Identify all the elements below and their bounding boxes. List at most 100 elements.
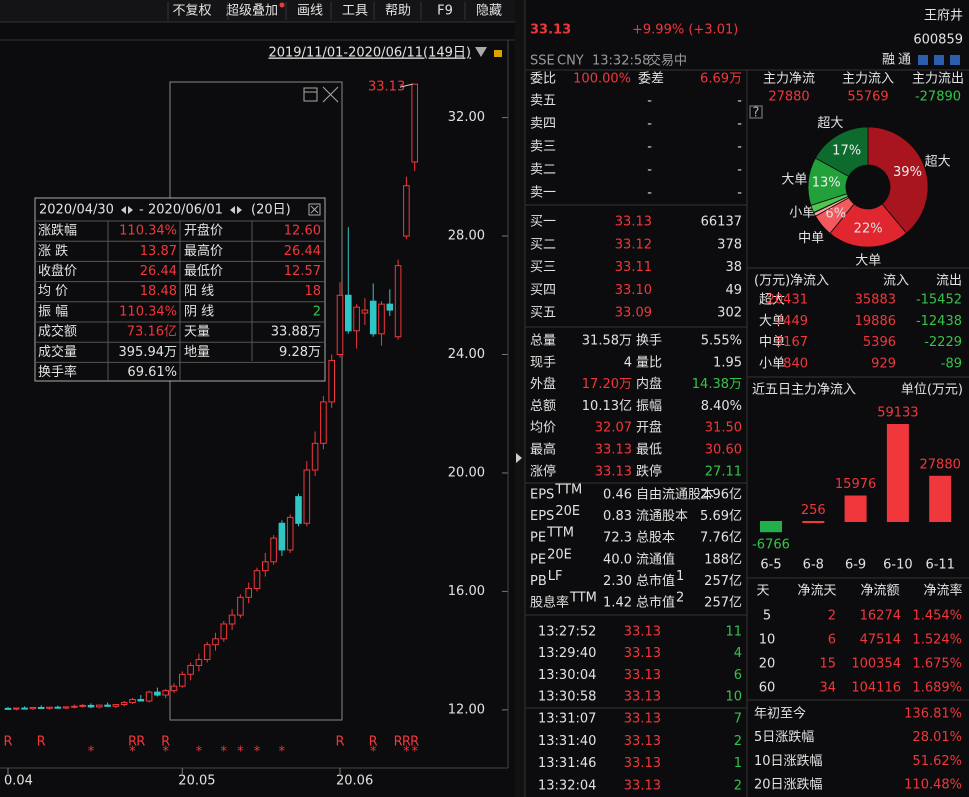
event-marker: R: [369, 735, 378, 750]
table-label: 5: [763, 609, 771, 624]
date-range[interactable]: 2019/11/01-2020/06/11(149日): [268, 46, 471, 61]
slice-category: 超大: [817, 116, 843, 131]
bar: [844, 495, 867, 522]
table-value: 840: [783, 356, 808, 371]
toolbar-button[interactable]: 隐藏: [476, 4, 502, 19]
table-value: 7449: [775, 314, 808, 329]
ask-price: -: [647, 140, 652, 155]
stat-value: 32.07: [595, 421, 632, 436]
bar: [760, 520, 782, 533]
metric-superscript: 1: [676, 569, 684, 584]
candle-body: [311, 442, 319, 471]
candle-body: [278, 522, 286, 551]
splitter[interactable]: [515, 0, 525, 797]
stock-name: 王府井: [924, 9, 963, 24]
event-marker: *: [237, 745, 244, 760]
popup-date: 2020/04/30: [39, 203, 114, 218]
y-tick-label: 20.00: [448, 465, 485, 480]
flow-value: -27890: [915, 90, 961, 105]
table-value: 100354: [851, 657, 901, 672]
stat-label: 量比: [636, 355, 662, 370]
stat-value: 33.13: [595, 464, 632, 479]
metric-value: 2.30: [603, 574, 632, 589]
ask-volume: -: [737, 140, 742, 155]
candle-body: [120, 701, 128, 706]
table-value: 35883: [855, 293, 896, 308]
event-marker: *: [88, 745, 95, 760]
candle-body: [245, 587, 252, 598]
trade-volume: 7: [734, 712, 742, 727]
stat-value: 30.60: [705, 443, 742, 458]
metric-value: 40.0: [603, 552, 632, 567]
separators: [525, 69, 969, 709]
flow-value: 55769: [847, 90, 888, 105]
toolbar-button[interactable]: 不复权: [172, 3, 211, 19]
x-tick-label: 0.04: [4, 774, 33, 789]
candle-body: [270, 537, 277, 563]
value: 6.69万: [700, 72, 742, 87]
trade-time: 13:31:46: [538, 756, 596, 771]
popup-label: 换手率: [38, 364, 77, 380]
table-value: 1.689%: [912, 681, 962, 696]
help-icon-glyph: ?: [753, 106, 760, 121]
header-icons[interactable]: [918, 55, 960, 65]
return-label: 5日涨跌幅: [754, 729, 814, 745]
bar-label: 27880: [920, 457, 961, 472]
candle-body: [345, 294, 352, 332]
candle-body: [71, 705, 78, 708]
popup-label: 最高价: [184, 243, 223, 259]
table-header: 流出: [936, 274, 962, 289]
bar: [802, 520, 825, 523]
flow-label: 主力流出: [912, 72, 964, 87]
selection-box[interactable]: [169, 81, 343, 721]
candle-body: [361, 309, 369, 314]
collapse-arrow[interactable]: [516, 453, 522, 463]
trade-time: 13:31:07: [538, 712, 596, 727]
metric-label: 流通股本: [636, 509, 688, 524]
toolbar-button[interactable]: 工具: [342, 4, 368, 19]
bid-label: 买二: [530, 237, 556, 252]
table-value: 15: [819, 657, 836, 672]
toolbar-button[interactable]: 超级叠加: [226, 4, 278, 19]
return-value: 136.81%: [904, 707, 962, 722]
table-value: -89: [941, 356, 962, 371]
table-header: (万元): [754, 274, 790, 289]
slice-label: 13%: [812, 175, 841, 190]
candle-body: [104, 704, 111, 707]
slice-category: 超大: [925, 154, 951, 169]
date-arrow: [230, 206, 235, 214]
lock-icon: [494, 50, 502, 57]
close-icon[interactable]: [322, 86, 339, 103]
table-value: 929: [871, 356, 896, 371]
bar: [929, 475, 952, 522]
stock-code: 600859: [913, 33, 963, 48]
metric-superscript: TTM: [554, 483, 582, 498]
maximize-icon[interactable]: [303, 87, 318, 102]
metric-label: PB: [530, 574, 547, 589]
candle-body: [79, 704, 87, 707]
value: 100.00%: [573, 72, 631, 87]
popup-label: 成交额: [38, 324, 77, 340]
table-header: 天: [756, 584, 769, 599]
candle-body: [237, 596, 244, 616]
dropdown-arrow: [475, 47, 487, 57]
candle-body: [353, 306, 360, 332]
label: 委比: [530, 72, 556, 87]
help-icon[interactable]: [749, 105, 763, 119]
price-change: +9.99% (+3.01): [632, 23, 738, 38]
toolbar-button[interactable]: F9: [437, 4, 453, 19]
slice-label: 17%: [832, 143, 861, 158]
table-value: -12438: [916, 314, 962, 329]
candle-body: [46, 706, 53, 709]
popup-close[interactable]: [308, 203, 321, 216]
toolbar-button[interactable]: 帮助: [385, 4, 411, 19]
toolbar-button[interactable]: 画线: [297, 4, 323, 19]
table-value: -2229: [924, 335, 962, 350]
table-label: 20: [759, 657, 776, 672]
return-label: 20日涨跌幅: [754, 777, 823, 793]
trade-price: 33.13: [624, 756, 661, 771]
stat-value: 4: [624, 355, 632, 370]
